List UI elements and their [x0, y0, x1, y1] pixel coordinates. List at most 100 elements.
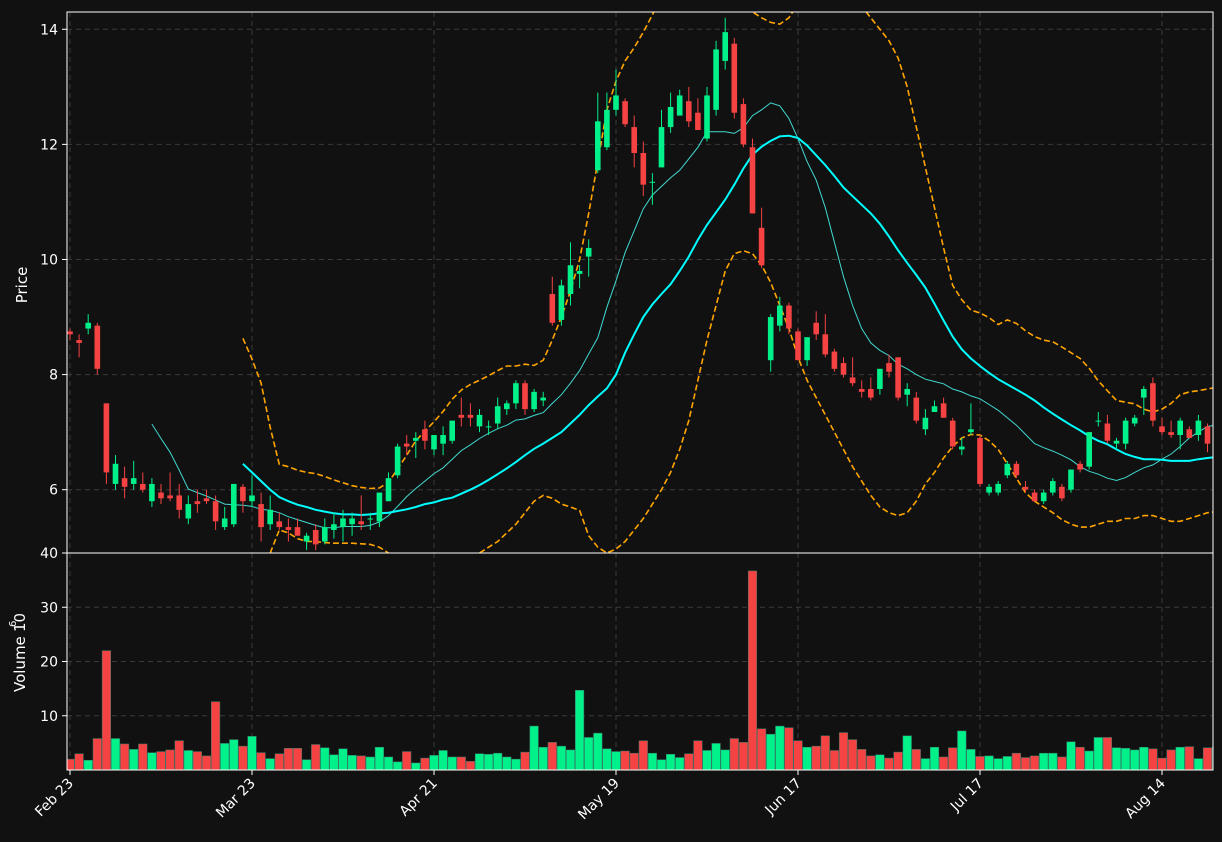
candle-body	[158, 492, 164, 499]
price-tick-label: 10	[40, 252, 58, 268]
candle-body	[840, 363, 847, 375]
volume-bar	[629, 752, 639, 770]
candle-body	[531, 391, 537, 410]
candle-body	[813, 322, 819, 335]
volume-bar	[911, 749, 921, 770]
candle-body	[658, 127, 665, 168]
volume-bar	[1111, 747, 1122, 770]
volume-bar	[784, 727, 794, 770]
candle-body	[240, 486, 246, 502]
volume-bar	[320, 747, 330, 770]
volume-bar	[456, 756, 466, 770]
volume-bar	[929, 746, 940, 770]
volume-bar	[1030, 755, 1040, 770]
candle-body	[849, 377, 856, 384]
candle-body	[777, 305, 783, 326]
volume-bar	[684, 753, 694, 770]
volume-bar	[365, 756, 375, 770]
candle-body	[185, 504, 192, 519]
volume-bar	[247, 736, 257, 770]
volume-bar	[866, 755, 876, 770]
volume-bar	[474, 753, 485, 770]
volume-bar	[993, 758, 1003, 770]
lower-band-line	[269, 249, 1213, 553]
candle-body	[1040, 492, 1047, 502]
candle-body	[103, 403, 110, 473]
volume-bar	[374, 746, 384, 770]
candle-body	[740, 104, 747, 145]
candle-body	[258, 504, 264, 528]
candle-body	[249, 495, 255, 502]
volume-bar	[693, 740, 703, 770]
volume-bar	[1139, 746, 1149, 770]
volume-bar	[1184, 746, 1194, 770]
volume-bar	[884, 757, 894, 770]
volume-bar	[92, 738, 102, 770]
candle-body	[767, 317, 774, 361]
candle-body	[731, 43, 738, 113]
candle-body	[604, 109, 610, 148]
candle-body	[676, 95, 683, 116]
volume-y-axis: 10 20 30 40	[40, 546, 67, 725]
candle-body	[977, 437, 983, 484]
volume-bar	[702, 750, 712, 770]
price-axis-title: Price	[13, 267, 31, 304]
volume-bar	[74, 753, 84, 770]
volume-bar	[1202, 747, 1213, 770]
candle-body	[640, 153, 647, 185]
volume-bar	[793, 740, 803, 770]
volume-bar	[547, 742, 557, 770]
volume-bar	[484, 754, 494, 770]
volume-bar	[147, 752, 157, 770]
volume-bar	[720, 749, 730, 770]
volume-bar	[1057, 756, 1067, 770]
volume-bar	[729, 738, 739, 770]
volume-bar	[120, 743, 130, 770]
candle-body	[558, 285, 565, 320]
candle-body	[595, 121, 601, 171]
candle-body	[858, 388, 865, 392]
volume-axis-exponent: 6	[8, 621, 19, 627]
volume-bar	[1093, 737, 1103, 770]
candle-body	[1068, 469, 1074, 490]
volume-bar	[565, 749, 576, 770]
volume-tick-label: 30	[40, 600, 58, 616]
candle-body	[959, 446, 965, 450]
candle-body	[203, 498, 210, 502]
candle-body	[913, 397, 920, 421]
volume-bar	[1020, 757, 1031, 770]
volume-bar	[420, 757, 430, 770]
candle-body	[695, 112, 701, 130]
volume-bar	[138, 743, 148, 770]
bollinger-bands	[242, 12, 1213, 553]
candle-body	[1186, 429, 1193, 438]
volume-bar	[465, 761, 475, 770]
volume-axis-base: 10	[11, 613, 29, 632]
candle-body	[513, 383, 519, 404]
candle-body	[1022, 486, 1029, 490]
volume-bar	[920, 758, 930, 770]
candle-body	[576, 270, 583, 274]
candle-body	[931, 406, 938, 412]
candle-body	[467, 414, 474, 418]
candle-body	[194, 501, 201, 505]
candle-body	[895, 357, 901, 398]
volume-bar	[383, 756, 394, 770]
candle-body	[385, 478, 392, 502]
x-tick-label: Mar 23	[213, 776, 259, 822]
volume-bar	[584, 737, 594, 770]
candle-body	[1050, 481, 1056, 493]
candle-body	[403, 443, 410, 447]
candle-body	[749, 147, 756, 214]
volume-bar	[265, 758, 275, 770]
candlesticks	[67, 17, 1211, 551]
volume-bar	[848, 739, 858, 770]
volume-bar	[1193, 758, 1203, 770]
volume-bar	[666, 754, 676, 770]
candle-body	[449, 420, 455, 441]
candle-body	[440, 435, 446, 444]
volume-bar	[311, 744, 321, 770]
candle-body	[667, 106, 674, 128]
volume-grid	[67, 552, 1213, 770]
volume-bar	[811, 745, 821, 770]
